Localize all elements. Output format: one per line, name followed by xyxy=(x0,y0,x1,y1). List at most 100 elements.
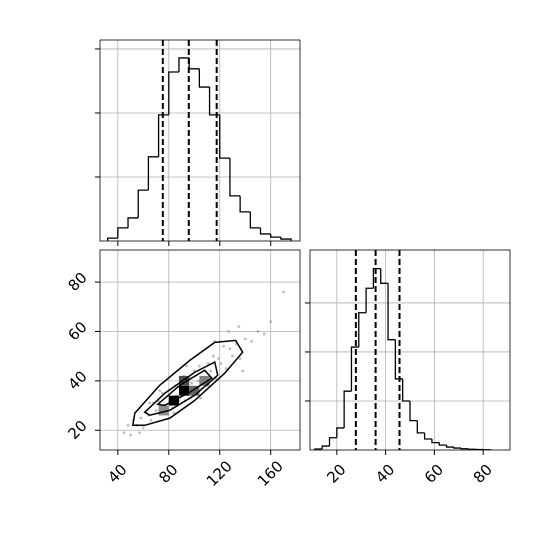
histogram-step xyxy=(460,448,469,450)
scatter-point xyxy=(224,367,228,370)
histogram-step xyxy=(358,312,367,348)
scatter-point xyxy=(172,411,176,415)
density-cell xyxy=(189,385,200,396)
histogram-step xyxy=(208,87,220,116)
scatter-point xyxy=(262,332,266,336)
density-cell xyxy=(199,375,210,386)
histogram-step xyxy=(259,227,271,235)
scatter-point xyxy=(141,426,145,430)
histogram-step xyxy=(365,287,374,313)
scatter-point xyxy=(211,354,215,358)
scatter-point xyxy=(222,344,225,348)
scatter-point xyxy=(219,362,223,365)
scatter-point xyxy=(227,330,231,333)
histogram-step xyxy=(453,447,462,449)
density-cell xyxy=(158,405,169,416)
contour xyxy=(156,369,213,407)
histogram-step xyxy=(445,445,454,448)
histogram-step xyxy=(409,400,418,422)
histogram-step xyxy=(249,211,261,229)
y-tick-label: 20 xyxy=(65,417,91,443)
x-tick-label: 20 xyxy=(323,461,349,487)
histogram-step xyxy=(372,267,381,289)
panel xyxy=(95,39,301,246)
y-tick-label: 60 xyxy=(65,318,91,344)
axes-frame xyxy=(99,39,301,242)
x-tick-label: 120 xyxy=(203,457,236,490)
histogram-step xyxy=(350,346,359,392)
scatter-point xyxy=(196,379,200,383)
contour xyxy=(131,339,244,427)
scatter-point xyxy=(269,320,273,324)
histogram-step xyxy=(431,438,440,444)
histogram-step xyxy=(188,57,200,70)
plot-area xyxy=(122,290,285,437)
y-tick-label: 80 xyxy=(65,269,91,295)
panel: 40 80 120 160 20 40 60 80 xyxy=(65,249,301,490)
x-tick-label: 80 xyxy=(155,461,181,487)
x-tick-label: 60 xyxy=(421,461,447,487)
scatter-point xyxy=(217,357,220,361)
plot-area xyxy=(106,40,292,241)
histogram-step xyxy=(321,445,330,450)
x-tick-label: 40 xyxy=(104,461,130,487)
scatter-point xyxy=(228,347,232,351)
histogram-step xyxy=(328,437,337,447)
scatter-point xyxy=(185,364,189,368)
scatter-point xyxy=(231,354,234,358)
scatter-point xyxy=(282,290,285,294)
scatter-point xyxy=(256,330,260,333)
histogram-step xyxy=(229,158,241,197)
histogram-step xyxy=(198,68,210,88)
scatter-point xyxy=(149,418,153,422)
scatter-point xyxy=(158,389,162,393)
histogram-step xyxy=(336,427,345,438)
scatter-point xyxy=(122,431,126,435)
histogram-step xyxy=(387,283,396,341)
x-tick-label: 80 xyxy=(470,461,496,487)
panel: 20 40 60 80 xyxy=(305,249,511,487)
histogram-step xyxy=(137,189,149,218)
scatter-point xyxy=(126,423,130,427)
histogram-step xyxy=(106,237,118,241)
histogram-step xyxy=(239,195,251,213)
histogram-step xyxy=(343,390,352,428)
density-cell xyxy=(178,375,190,386)
histogram-step xyxy=(280,237,292,241)
x-tick-label: 40 xyxy=(372,461,398,487)
scatter-point xyxy=(238,357,242,361)
x-tick-label: 160 xyxy=(254,457,287,490)
histogram-step xyxy=(219,114,230,159)
scatter-point xyxy=(250,339,253,343)
scatter-point xyxy=(190,381,194,385)
scatter-point xyxy=(199,396,203,400)
scatter-point xyxy=(209,369,213,373)
contour xyxy=(143,360,219,416)
density-cell xyxy=(178,385,190,396)
scatter-point xyxy=(154,409,158,412)
histogram-step xyxy=(147,156,159,191)
histogram-step xyxy=(423,432,432,440)
histogram-step xyxy=(416,420,425,434)
histogram-step xyxy=(117,227,129,239)
scatter-point xyxy=(197,364,201,368)
scatter-point xyxy=(237,325,241,328)
histogram-step xyxy=(127,217,139,228)
scatter-point xyxy=(139,416,143,420)
histogram-step xyxy=(168,71,179,115)
plot-area xyxy=(314,250,492,450)
histogram-step xyxy=(380,268,389,284)
axes-frame xyxy=(309,249,511,451)
scatter-point xyxy=(138,431,141,435)
histogram-step xyxy=(157,114,169,157)
histogram-step xyxy=(178,57,190,73)
axes-frame xyxy=(99,249,301,451)
scatter-point xyxy=(129,433,132,437)
scatter-point xyxy=(241,369,245,373)
scatter-point xyxy=(243,337,247,341)
scatter-point xyxy=(148,401,152,405)
histogram-step xyxy=(402,378,410,402)
histogram-step xyxy=(270,233,281,238)
histogram-step xyxy=(438,442,447,446)
